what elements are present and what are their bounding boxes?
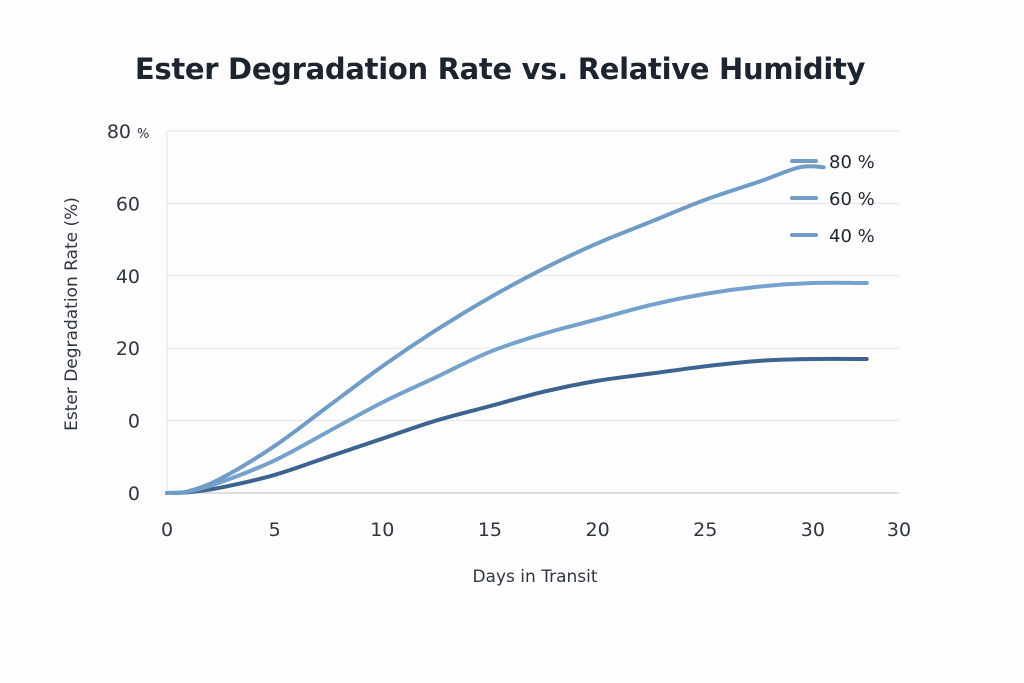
x-tick-label: 5 — [269, 519, 281, 541]
y-axis-ticks: 0 0 20 40 60 80% — [107, 121, 150, 505]
series-line-40-rh — [165, 356, 869, 495]
y-tick-label: 20 — [116, 338, 140, 360]
y-tick-label: 80 — [107, 121, 131, 143]
x-tick-label: 30 — [801, 519, 825, 541]
legend-label: 60 % — [829, 189, 875, 210]
y-tick-unit: % — [137, 127, 149, 142]
legend: 80 % 60 % 40 % — [790, 152, 875, 247]
axes — [166, 131, 899, 494]
series-lines — [165, 164, 869, 495]
y-tick-label: 40 — [116, 266, 140, 288]
y-tick-label: 60 — [116, 193, 140, 215]
legend-label: 80 % — [829, 152, 875, 173]
series-line-80-rh — [165, 164, 826, 495]
y-axis-label: Ester Degradation Rate (%) — [62, 197, 82, 431]
x-tick-label: 25 — [693, 519, 717, 541]
x-tick-label: 30 — [887, 519, 911, 541]
x-tick-label: 20 — [585, 519, 609, 541]
y-tick-label: 0 — [128, 483, 140, 505]
y-tick-label: 0 — [128, 411, 140, 433]
x-tick-label: 10 — [370, 519, 394, 541]
x-axis-label: Days in Transit — [472, 567, 597, 587]
x-tick-label: 15 — [478, 519, 502, 541]
chart-title: Ester Degradation Rate vs. Relative Humi… — [134, 52, 866, 86]
series-line-60-rh — [165, 280, 869, 495]
legend-label: 40 % — [829, 226, 875, 247]
x-tick-label: 0 — [161, 519, 173, 541]
x-axis-ticks: 0 5 10 15 20 25 30 30 — [161, 519, 911, 541]
